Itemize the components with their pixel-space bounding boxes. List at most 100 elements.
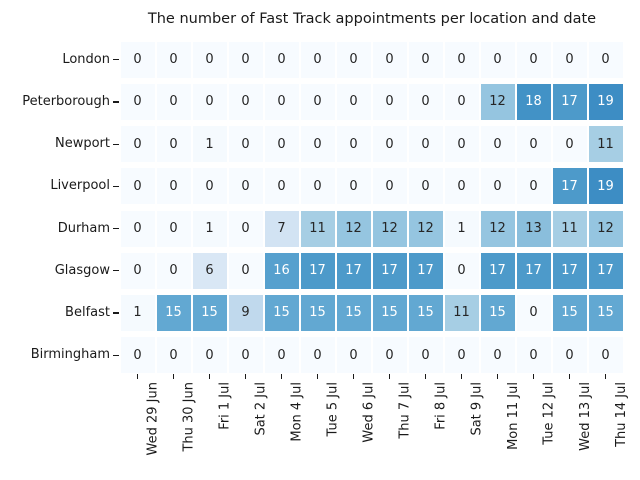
heatmap-cell: 11 bbox=[588, 126, 623, 163]
heatmap-cell: 1 bbox=[120, 294, 155, 332]
heatmap-cell: 0 bbox=[336, 126, 371, 163]
heatmap-cell: 0 bbox=[156, 83, 191, 121]
heatmap-cell: 0 bbox=[156, 210, 191, 247]
row-label-peterborough: Peterborough bbox=[22, 94, 110, 109]
heatmap-cell: 0 bbox=[372, 168, 407, 205]
col-label: Mon 4 Jul bbox=[289, 382, 305, 442]
x-tick bbox=[136, 374, 139, 380]
row-label-newport: Newport bbox=[54, 136, 110, 152]
heatmap-cell: 12 bbox=[336, 210, 371, 247]
heatmap-cell: 0 bbox=[300, 126, 335, 163]
heatmap-cell: 15 bbox=[156, 294, 191, 332]
heatmap-cell: 17 bbox=[516, 252, 551, 289]
heatmap-cell: 0 bbox=[156, 41, 191, 78]
heatmap-cell: 0 bbox=[552, 337, 587, 374]
x-tick bbox=[604, 374, 607, 380]
heatmap-cell: 0 bbox=[228, 126, 263, 163]
heatmap-cell: 17 bbox=[552, 168, 587, 205]
col-label: Mon 11 Jul bbox=[505, 382, 521, 451]
x-tick bbox=[496, 374, 499, 380]
heatmap-cell: 0 bbox=[156, 168, 191, 205]
row-label-belfast: Belfast bbox=[65, 305, 110, 320]
heatmap-cell: 15 bbox=[300, 294, 335, 332]
heatmap-cell: 0 bbox=[336, 41, 371, 78]
heatmap-cell: 0 bbox=[444, 252, 479, 289]
heatmap-cell: 0 bbox=[372, 83, 407, 121]
heatmap-cell: 17 bbox=[372, 252, 407, 289]
heatmap-cell: 15 bbox=[480, 294, 515, 332]
heatmap-cell: 0 bbox=[264, 168, 299, 205]
heatmap-cell: 17 bbox=[552, 83, 587, 121]
heatmap-cell: 0 bbox=[264, 41, 299, 78]
heatmap-cell: 0 bbox=[516, 294, 551, 332]
heatmap-cell: 0 bbox=[480, 168, 515, 205]
y-tick bbox=[113, 59, 119, 61]
x-tick bbox=[424, 374, 427, 380]
heatmap-cell: 0 bbox=[516, 337, 551, 374]
heatmap-cell: 11 bbox=[444, 294, 479, 332]
heatmap-cell: 0 bbox=[120, 252, 155, 289]
heatmap-cell: 15 bbox=[552, 294, 587, 332]
heatmap-cell: 15 bbox=[336, 294, 371, 332]
col-label: Fri 8 Jul bbox=[433, 382, 449, 431]
row-label-durham: Durham bbox=[57, 220, 110, 236]
row-label-glasgow: Glasgow bbox=[54, 262, 110, 278]
col-label: Tue 5 Jul bbox=[325, 382, 341, 437]
x-tick bbox=[280, 374, 283, 380]
heatmap-cell: 0 bbox=[156, 252, 191, 289]
heatmap-cell: 12 bbox=[372, 210, 407, 247]
x-tick bbox=[172, 374, 175, 380]
heatmap-cell: 0 bbox=[120, 337, 155, 374]
col-label: Sat 2 Jul bbox=[253, 382, 269, 436]
x-tick bbox=[568, 374, 571, 380]
heatmap-cell: 0 bbox=[372, 126, 407, 163]
col-label: Thu 30 Jun bbox=[181, 382, 197, 452]
heatmap-cell: 0 bbox=[192, 168, 227, 205]
heatmap-cell: 0 bbox=[480, 126, 515, 163]
heatmap-cell: 0 bbox=[516, 168, 551, 205]
heatmap-cell: 0 bbox=[444, 83, 479, 121]
heatmap-cell: 0 bbox=[444, 168, 479, 205]
heatmap-cell: 16 bbox=[264, 252, 299, 289]
heatmap-cell: 0 bbox=[264, 126, 299, 163]
heatmap-cell: 0 bbox=[408, 337, 443, 374]
heatmap-cell: 0 bbox=[408, 41, 443, 78]
y-tick bbox=[113, 101, 119, 103]
col-label: Thu 7 Jul bbox=[397, 382, 413, 439]
heatmap-cell: 19 bbox=[588, 168, 623, 205]
x-tick bbox=[388, 374, 391, 380]
row-label-birmingham: Birmingham bbox=[30, 347, 110, 363]
heatmap-cell: 0 bbox=[336, 337, 371, 374]
chart-title: The number of Fast Track appointments pe… bbox=[147, 11, 597, 27]
heatmap-cell: 15 bbox=[264, 294, 299, 332]
heatmap-cell: 17 bbox=[408, 252, 443, 289]
heatmap-cell: 12 bbox=[408, 210, 443, 247]
x-tick bbox=[532, 374, 535, 380]
heatmap-cell: 0 bbox=[192, 83, 227, 121]
heatmap-cell: 0 bbox=[588, 337, 623, 374]
row-label-london: London bbox=[62, 51, 110, 67]
col-label: Tue 12 Jul bbox=[541, 382, 557, 445]
heatmap-cell: 1 bbox=[192, 126, 227, 163]
heatmap-cell: 0 bbox=[516, 126, 551, 163]
heatmap-cell: 0 bbox=[120, 210, 155, 247]
heatmap-cell: 12 bbox=[480, 83, 515, 121]
heatmap-cell: 0 bbox=[444, 41, 479, 78]
heatmap-cell: 13 bbox=[516, 210, 551, 247]
heatmap-cell: 0 bbox=[408, 126, 443, 163]
y-tick bbox=[113, 270, 119, 272]
heatmap-cell: 17 bbox=[300, 252, 335, 289]
col-label: Wed 29 Jun bbox=[145, 382, 161, 456]
heatmap-cell: 0 bbox=[372, 337, 407, 374]
heatmap-cell: 0 bbox=[228, 252, 263, 289]
heatmap-cell: 6 bbox=[192, 252, 227, 289]
heatmap-cell: 17 bbox=[588, 252, 623, 289]
heatmap-cell: 0 bbox=[156, 126, 191, 163]
heatmap-cell: 0 bbox=[120, 41, 155, 78]
heatmap-cell: 17 bbox=[480, 252, 515, 289]
heatmap-cell: 0 bbox=[408, 168, 443, 205]
y-tick bbox=[113, 185, 119, 188]
heatmap-cell: 0 bbox=[480, 41, 515, 78]
heatmap-cell: 0 bbox=[228, 41, 263, 78]
heatmap-cell: 0 bbox=[120, 168, 155, 205]
